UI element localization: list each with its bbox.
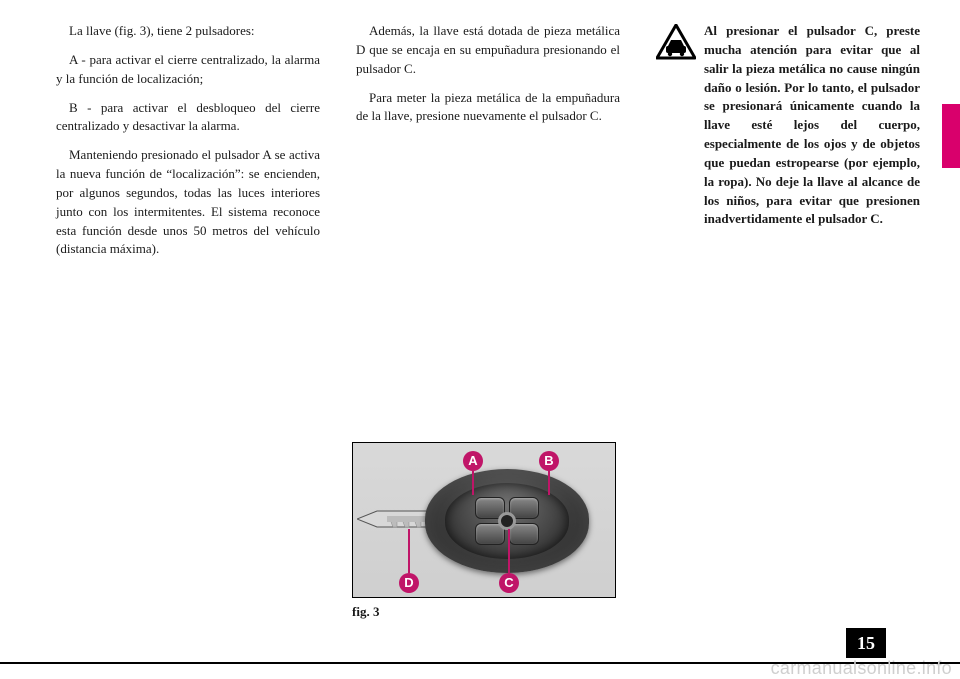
column-1: La llave (fig. 3), tiene 2 pulsadores: A… xyxy=(56,22,320,269)
col1-p3: B - para activar el desbloqueo del cierr… xyxy=(56,99,320,137)
warning-box: Al presionar el pulsador C, preste mucha… xyxy=(656,22,920,229)
callout-c: C xyxy=(499,573,519,593)
col1-p1: La llave (fig. 3), tiene 2 pulsadores: xyxy=(56,22,320,41)
column-3: Al presionar el pulsador C, preste mucha… xyxy=(656,22,920,269)
figure-3: A B C D P4T0702 fig. 3 xyxy=(352,442,616,620)
warning-car-icon xyxy=(656,24,696,66)
callout-d: D xyxy=(399,573,419,593)
callout-b: B xyxy=(539,451,559,471)
key-center-ring xyxy=(498,512,516,530)
text-columns: La llave (fig. 3), tiene 2 pulsadores: A… xyxy=(56,22,920,269)
col2-p1: Además, la llave está dotada de pieza me… xyxy=(356,22,620,79)
watermark: carmanualsonline.info xyxy=(771,658,952,679)
lead-d xyxy=(408,529,410,573)
page-number: 15 xyxy=(846,628,886,658)
key-fob xyxy=(425,469,589,573)
image-credit: P4T0702 xyxy=(607,443,616,597)
column-2: Además, la llave está dotada de pieza me… xyxy=(356,22,620,269)
key-illustration: A B C D P4T0702 xyxy=(352,442,616,598)
lead-a xyxy=(472,471,474,495)
callout-a: A xyxy=(463,451,483,471)
key-fob-face xyxy=(445,483,569,559)
manual-page: La llave (fig. 3), tiene 2 pulsadores: A… xyxy=(0,0,960,678)
warning-text: Al presionar el pulsador C, preste mucha… xyxy=(704,22,920,229)
section-tab xyxy=(942,104,960,168)
figure-caption: fig. 3 xyxy=(352,604,616,620)
col2-p2: Para meter la pieza metálica de la empuñ… xyxy=(356,89,620,127)
lead-b xyxy=(548,471,550,495)
col1-p4: Manteniendo presionado el pulsador A se … xyxy=(56,146,320,259)
col1-p2: A - para activar el cierre centralizado,… xyxy=(56,51,320,89)
lead-c xyxy=(508,529,510,573)
